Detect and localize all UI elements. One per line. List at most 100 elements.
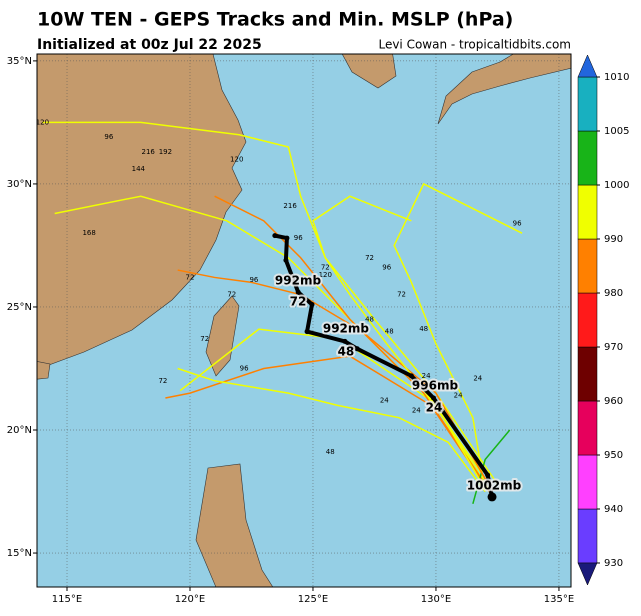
x-tick-label: 135°E xyxy=(544,594,574,605)
colorbar-segment xyxy=(577,238,598,294)
hour-label: 72 xyxy=(321,264,330,272)
colorbar-label: 1005 xyxy=(604,126,629,137)
x-tick-label: 125°E xyxy=(298,594,328,605)
korea xyxy=(341,54,397,89)
mean-track-point xyxy=(304,329,310,335)
colorbar-segment xyxy=(577,184,598,240)
x-tick-label: 130°E xyxy=(421,594,451,605)
hour-label: 48 xyxy=(419,325,428,333)
mean-track xyxy=(274,233,495,498)
hour-label: 24 xyxy=(422,372,431,380)
credit: Levi Cowan - tropicaltidbits.com xyxy=(378,38,571,52)
mean-track-point xyxy=(295,289,301,295)
colorbar-label: 990 xyxy=(604,234,623,245)
hour-label: 24 xyxy=(380,396,389,404)
member-track xyxy=(393,182,523,492)
hour-label: 72 xyxy=(365,254,374,262)
mean-track-point xyxy=(283,257,289,263)
y-tick-label: 20°N xyxy=(7,425,32,436)
colorbar-label: 930 xyxy=(604,558,623,569)
land xyxy=(37,54,571,587)
member-track xyxy=(42,121,499,485)
subtitle: Initialized at 00z Jul 22 2025 xyxy=(37,37,262,53)
hour-label: 120 xyxy=(230,155,243,163)
x-tick-label: 120°E xyxy=(175,594,205,605)
colorbar-under xyxy=(577,562,598,586)
member-track xyxy=(472,429,511,505)
colorbar-segment xyxy=(577,454,598,510)
mean-track-point xyxy=(309,302,315,308)
colorbar-segment xyxy=(577,346,598,402)
mean-label: 992mb xyxy=(323,321,370,335)
mean-label: 24 xyxy=(426,400,443,414)
hour-label: 48 xyxy=(385,328,394,336)
colorbar-label: 1000 xyxy=(604,180,629,191)
hour-label: 24 xyxy=(454,392,463,400)
y-tick-label: 25°N xyxy=(7,302,32,313)
member-track xyxy=(312,195,486,490)
member-track xyxy=(165,355,494,497)
colorbar-segment xyxy=(577,292,598,348)
hour-label: 72 xyxy=(397,291,406,299)
y-tick-label: 30°N xyxy=(7,179,32,190)
china xyxy=(37,54,247,370)
x-tick-label: 115°E xyxy=(52,594,82,605)
hour-label: 96 xyxy=(294,234,303,242)
title: 10W TEN - GEPS Tracks and Min. MSLP (hPa… xyxy=(37,9,513,31)
mean-label: 72 xyxy=(290,295,307,309)
mean-track-point xyxy=(342,338,348,344)
colorbar-segment xyxy=(577,508,598,564)
hour-label: 72 xyxy=(227,291,236,299)
mean-label: 48 xyxy=(338,344,355,358)
mean-track-point xyxy=(485,472,491,478)
hour-label: 120 xyxy=(319,271,332,279)
y-tick-label: 35°N xyxy=(7,56,32,67)
hour-label: 216 xyxy=(283,202,297,210)
map-frame xyxy=(36,53,572,588)
hour-label: 48 xyxy=(326,448,335,456)
colorbar-segment xyxy=(577,76,598,132)
mean-track-point xyxy=(431,395,437,401)
hour-label: 24 xyxy=(473,374,482,382)
colorbar-segment xyxy=(577,130,598,186)
hour-label: 96 xyxy=(382,264,391,272)
hour-label: 192 xyxy=(159,148,172,156)
hour-label: 96 xyxy=(513,219,522,227)
mean-label: 1002mb xyxy=(467,479,522,493)
colorbar-label: 940 xyxy=(604,504,623,515)
y-tick-label: 15°N xyxy=(7,548,32,559)
hour-label: 120 xyxy=(36,118,49,126)
mean-track-point xyxy=(487,492,497,502)
colorbar-label: 970 xyxy=(604,342,623,353)
member-track xyxy=(214,195,486,485)
luzon xyxy=(195,463,274,587)
mean-label: 996mb xyxy=(412,378,459,392)
mean-track-point xyxy=(354,346,360,352)
colorbar-label: 950 xyxy=(604,450,623,461)
hainan xyxy=(37,361,51,380)
hour-label: 24 xyxy=(412,406,421,414)
mean-track-point xyxy=(272,233,278,239)
hour-label: 96 xyxy=(104,133,113,141)
mean-track-point xyxy=(408,373,414,379)
colorbar-label: 980 xyxy=(604,288,623,299)
hour-label: 96 xyxy=(249,276,258,284)
hour-label: 72 xyxy=(158,377,167,385)
japan xyxy=(437,54,571,125)
hour-label: 96 xyxy=(240,364,249,372)
member-track xyxy=(177,367,486,492)
taiwan xyxy=(205,295,240,377)
colorbar-over xyxy=(577,54,598,78)
colorbar-segment xyxy=(577,400,598,456)
colorbar-label: 960 xyxy=(604,396,623,407)
mean-label: 992mb xyxy=(275,273,322,287)
hour-label: 72 xyxy=(200,335,209,343)
hour-label: 72 xyxy=(186,273,195,281)
hour-label: 168 xyxy=(82,229,95,237)
hour-label: 144 xyxy=(132,165,146,173)
hour-label: 216 xyxy=(141,148,155,156)
hour-label: 48 xyxy=(365,315,374,323)
mean-track-point xyxy=(284,235,290,241)
